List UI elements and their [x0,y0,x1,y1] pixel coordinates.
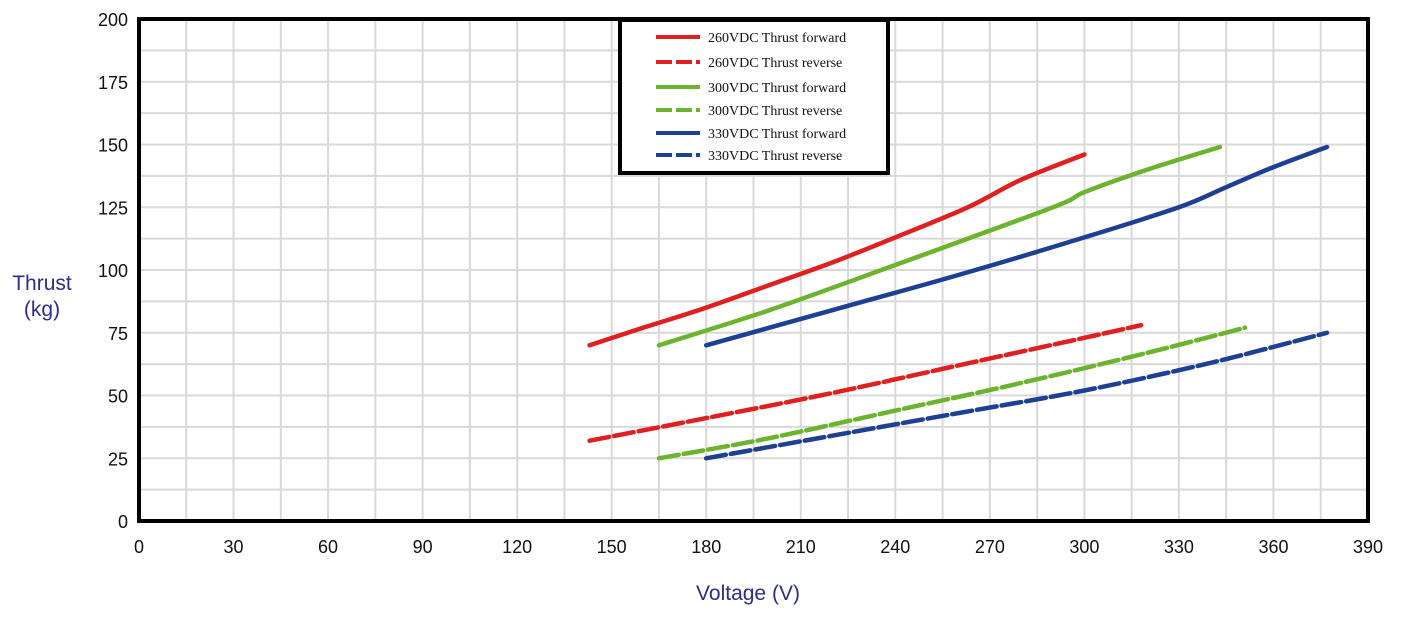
y-tick-label: 25 [108,449,128,469]
legend-box [618,18,890,175]
y-tick-label: 200 [98,10,128,30]
y-axis-title-line2: (kg) [24,298,60,321]
y-tick-label: 100 [98,261,128,281]
series-line-330vdc-thrust-forward [703,144,1330,348]
y-tick-label: 0 [118,512,128,532]
y-tick-label: 75 [108,324,128,344]
x-tick-label: 210 [786,537,816,557]
x-tick-label: 90 [413,537,433,557]
x-axis-title: Voltage (V) [696,582,800,605]
x-tick-label: 270 [975,537,1005,557]
series-line-300vdc-thrust-forward [656,144,1223,348]
x-tick-label: 390 [1353,537,1383,557]
y-tick-label: 150 [98,136,128,156]
y-tick-label: 50 [108,387,128,407]
x-tick-label: 180 [691,537,721,557]
x-tick-label: 60 [318,537,338,557]
legend-label-300vdc-thrust-reverse: 300VDC Thrust reverse [708,104,842,119]
x-tick-label: 120 [502,537,532,557]
legend-label-330vdc-thrust-forward: 330VDC Thrust forward [708,127,846,142]
y-tick-labels: 0 25 50 75 100 125 150 175 200 [98,10,128,532]
series-line-260vdc-thrust-forward [587,152,1087,348]
series-layer [587,144,1330,461]
x-tick-label: 360 [1258,537,1288,557]
legend-label-330vdc-thrust-reverse: 330VDC Thrust reverse [708,149,842,164]
series-line-260vdc-thrust-reverse [587,322,1144,443]
series-line-330vdc-thrust-reverse [703,330,1330,461]
legend: 260VDC Thrust forward 260VDC Thrust rever… [618,18,890,175]
x-tick-label: 0 [134,537,144,557]
x-tick-label: 330 [1164,537,1194,557]
x-tick-label: 30 [224,537,244,557]
y-tick-label: 125 [98,198,128,218]
legend-label-260vdc-thrust-forward: 260VDC Thrust forward [708,31,846,46]
y-axis-title-line1: Thrust [12,272,72,295]
series-line-300vdc-thrust-reverse [656,325,1248,461]
legend-label-260vdc-thrust-reverse: 260VDC Thrust reverse [708,56,842,71]
x-tick-labels: 0 30 60 90 120 150 180 210 240 270 300 330 360 390 [134,537,1383,557]
x-tick-label: 300 [1069,537,1099,557]
legend-label-300vdc-thrust-forward: 300VDC Thrust forward [708,81,846,96]
x-tick-label: 150 [597,537,627,557]
y-tick-label: 175 [98,73,128,93]
x-tick-label: 240 [880,537,910,557]
